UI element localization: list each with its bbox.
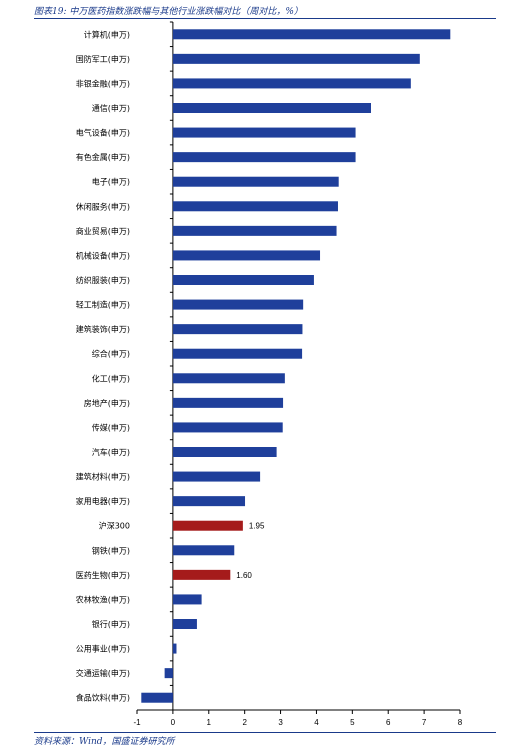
category-label: 汽车(申万) [92,447,130,457]
x-tick-label: 0 [171,718,176,727]
category-label: 电气设备(申万) [76,128,130,138]
bar [172,422,283,433]
bar [172,152,356,163]
bar [172,619,197,629]
category-label: 机械设备(申万) [76,250,130,260]
figure-title: 图表19: 中万医药指数涨跌幅与其他行业涨跌幅对比（周对比，%） [34,7,303,17]
category-label: 计算机(申万) [84,29,130,39]
x-tick-label: 5 [350,718,355,727]
bar [172,176,339,187]
category-label: 食品饮料(申万) [76,693,130,703]
bar [172,397,284,408]
bar [172,520,243,531]
category-label: 传媒(申万) [92,422,130,432]
bar [172,324,303,335]
category-label: 房地产(申万) [84,398,130,408]
bar [172,299,304,310]
bar [141,692,173,703]
x-tick-label: 8 [458,718,463,727]
bar [172,643,177,654]
bar [172,29,451,40]
category-label: 建筑材料(申万) [76,472,130,482]
category-label: 通信(申万) [92,103,130,113]
category-label: 家用电器(申万) [76,496,130,506]
x-tick-label: 3 [278,718,283,727]
x-tick-label: 2 [242,718,247,727]
category-label: 化工(申万) [92,373,130,383]
x-tick-label: -1 [133,718,141,727]
category-label: 公用事业(申万) [76,644,130,654]
category-label: 农林牧渔(申万) [76,594,130,604]
x-tick-label: 4 [314,718,319,727]
bar [172,373,285,384]
data-label: 1.95 [249,522,265,531]
bar [172,594,202,605]
bar [172,496,246,507]
category-label: 电子(申万) [92,177,130,187]
bar [172,225,337,236]
bar [172,53,420,64]
bar [172,103,371,113]
category-label: 建筑装饰(申万) [76,324,130,334]
bar [172,545,235,556]
category-label: 银行(申万) [92,619,130,629]
category-label: 国防军工(申万) [76,54,130,64]
x-tick-label: 7 [422,718,427,727]
bar [172,275,314,285]
data-label: 1.60 [236,571,252,580]
category-label: 综合(申万) [92,349,130,359]
bar [164,668,173,679]
bar [172,348,303,359]
category-label: 钢铁(申万) [92,545,130,555]
bar [172,447,277,457]
category-label: 交通运输(申万) [76,668,130,678]
bar [172,127,356,138]
category-label: 纺织服装(申万) [76,275,130,285]
category-label: 商业贸易(申万) [76,226,130,236]
top-rule [34,18,496,19]
source-note: 资料来源：Wind，国盛证券研究所 [34,737,175,747]
bar [172,78,411,89]
category-label: 沪深300 [99,521,130,531]
category-label: 轻工制造(申万) [76,300,130,310]
x-tick-label: 1 [207,718,212,727]
bar [172,201,338,212]
category-label: 非银金融(申万) [76,78,130,88]
bar [172,569,231,580]
category-label: 医药生物(申万) [76,570,130,580]
bar [172,250,321,261]
x-tick-label: 6 [386,718,391,727]
category-label: 有色金属(申万) [76,152,130,162]
bar [172,471,261,482]
bottom-rule [34,732,496,733]
category-label: 休闲服务(申万) [76,201,130,211]
